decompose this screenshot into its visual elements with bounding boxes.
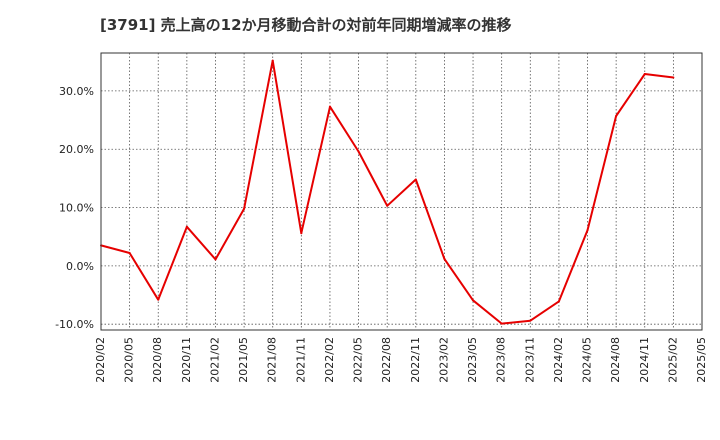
y-tick-label: 10.0%	[59, 202, 94, 215]
plot-frame	[100, 52, 703, 331]
data-point	[472, 299, 475, 302]
x-tick-label: 2021/05	[237, 337, 250, 383]
data-point	[128, 252, 131, 255]
x-tick-label: 2024/02	[552, 337, 565, 383]
y-tick-label: 30.0%	[59, 85, 94, 98]
x-tick-label: 2022/02	[323, 337, 336, 383]
x-tick-label: 2021/11	[294, 337, 307, 383]
x-tick-label: 2023/11	[523, 337, 536, 383]
data-point	[557, 300, 560, 303]
grid	[101, 53, 702, 330]
x-tick-label: 2024/11	[638, 337, 651, 383]
x-tick-label: 2022/05	[352, 337, 365, 383]
data-point	[185, 225, 188, 228]
x-tick-label: 2022/08	[380, 337, 393, 383]
x-tick-label: 2020/05	[123, 337, 136, 383]
x-tick-label: 2021/02	[208, 337, 221, 383]
x-tick-label: 2025/02	[666, 337, 679, 383]
x-tick-label: 2020/02	[94, 337, 107, 383]
data-point	[157, 298, 160, 301]
data-point	[357, 150, 360, 153]
data-point	[386, 204, 389, 207]
data-point	[529, 319, 532, 322]
x-tick-label: 2020/08	[151, 337, 164, 383]
data-point	[586, 229, 589, 232]
data-point	[414, 178, 417, 181]
data-point	[500, 322, 503, 325]
x-axis-ticks: 2020/02 2020/05 2020/08 2020/11 2021/02 2021/…	[94, 337, 708, 383]
y-axis-ticks: -10.0% 0.0% 10.0% 20.0% 30.0%	[55, 85, 94, 331]
data-point	[615, 114, 618, 117]
x-tick-label: 2022/11	[409, 337, 422, 383]
x-tick-label: 2025/05	[695, 337, 708, 383]
y-tick-label: -10.0%	[55, 318, 94, 331]
data-point	[214, 258, 217, 261]
data-point	[271, 59, 274, 62]
x-tick-label: 2020/11	[180, 337, 193, 383]
x-tick-label: 2024/08	[609, 337, 622, 383]
data-point	[328, 105, 331, 108]
data-point	[443, 257, 446, 260]
data-point	[300, 232, 303, 235]
y-tick-label: 0.0%	[66, 260, 94, 273]
x-tick-label: 2021/08	[266, 337, 279, 383]
x-tick-label: 2023/05	[466, 337, 479, 383]
y-tick-label: 20.0%	[59, 143, 94, 156]
x-tick-label: 2024/05	[581, 337, 594, 383]
data-point	[643, 72, 646, 75]
chart-title: [3791] 売上高の12か月移動合計の対前年同期増減率の推移	[100, 16, 512, 34]
data-point	[243, 207, 246, 210]
x-tick-label: 2023/02	[437, 337, 450, 383]
x-tick-label: 2023/08	[495, 337, 508, 383]
data-point	[672, 76, 675, 79]
